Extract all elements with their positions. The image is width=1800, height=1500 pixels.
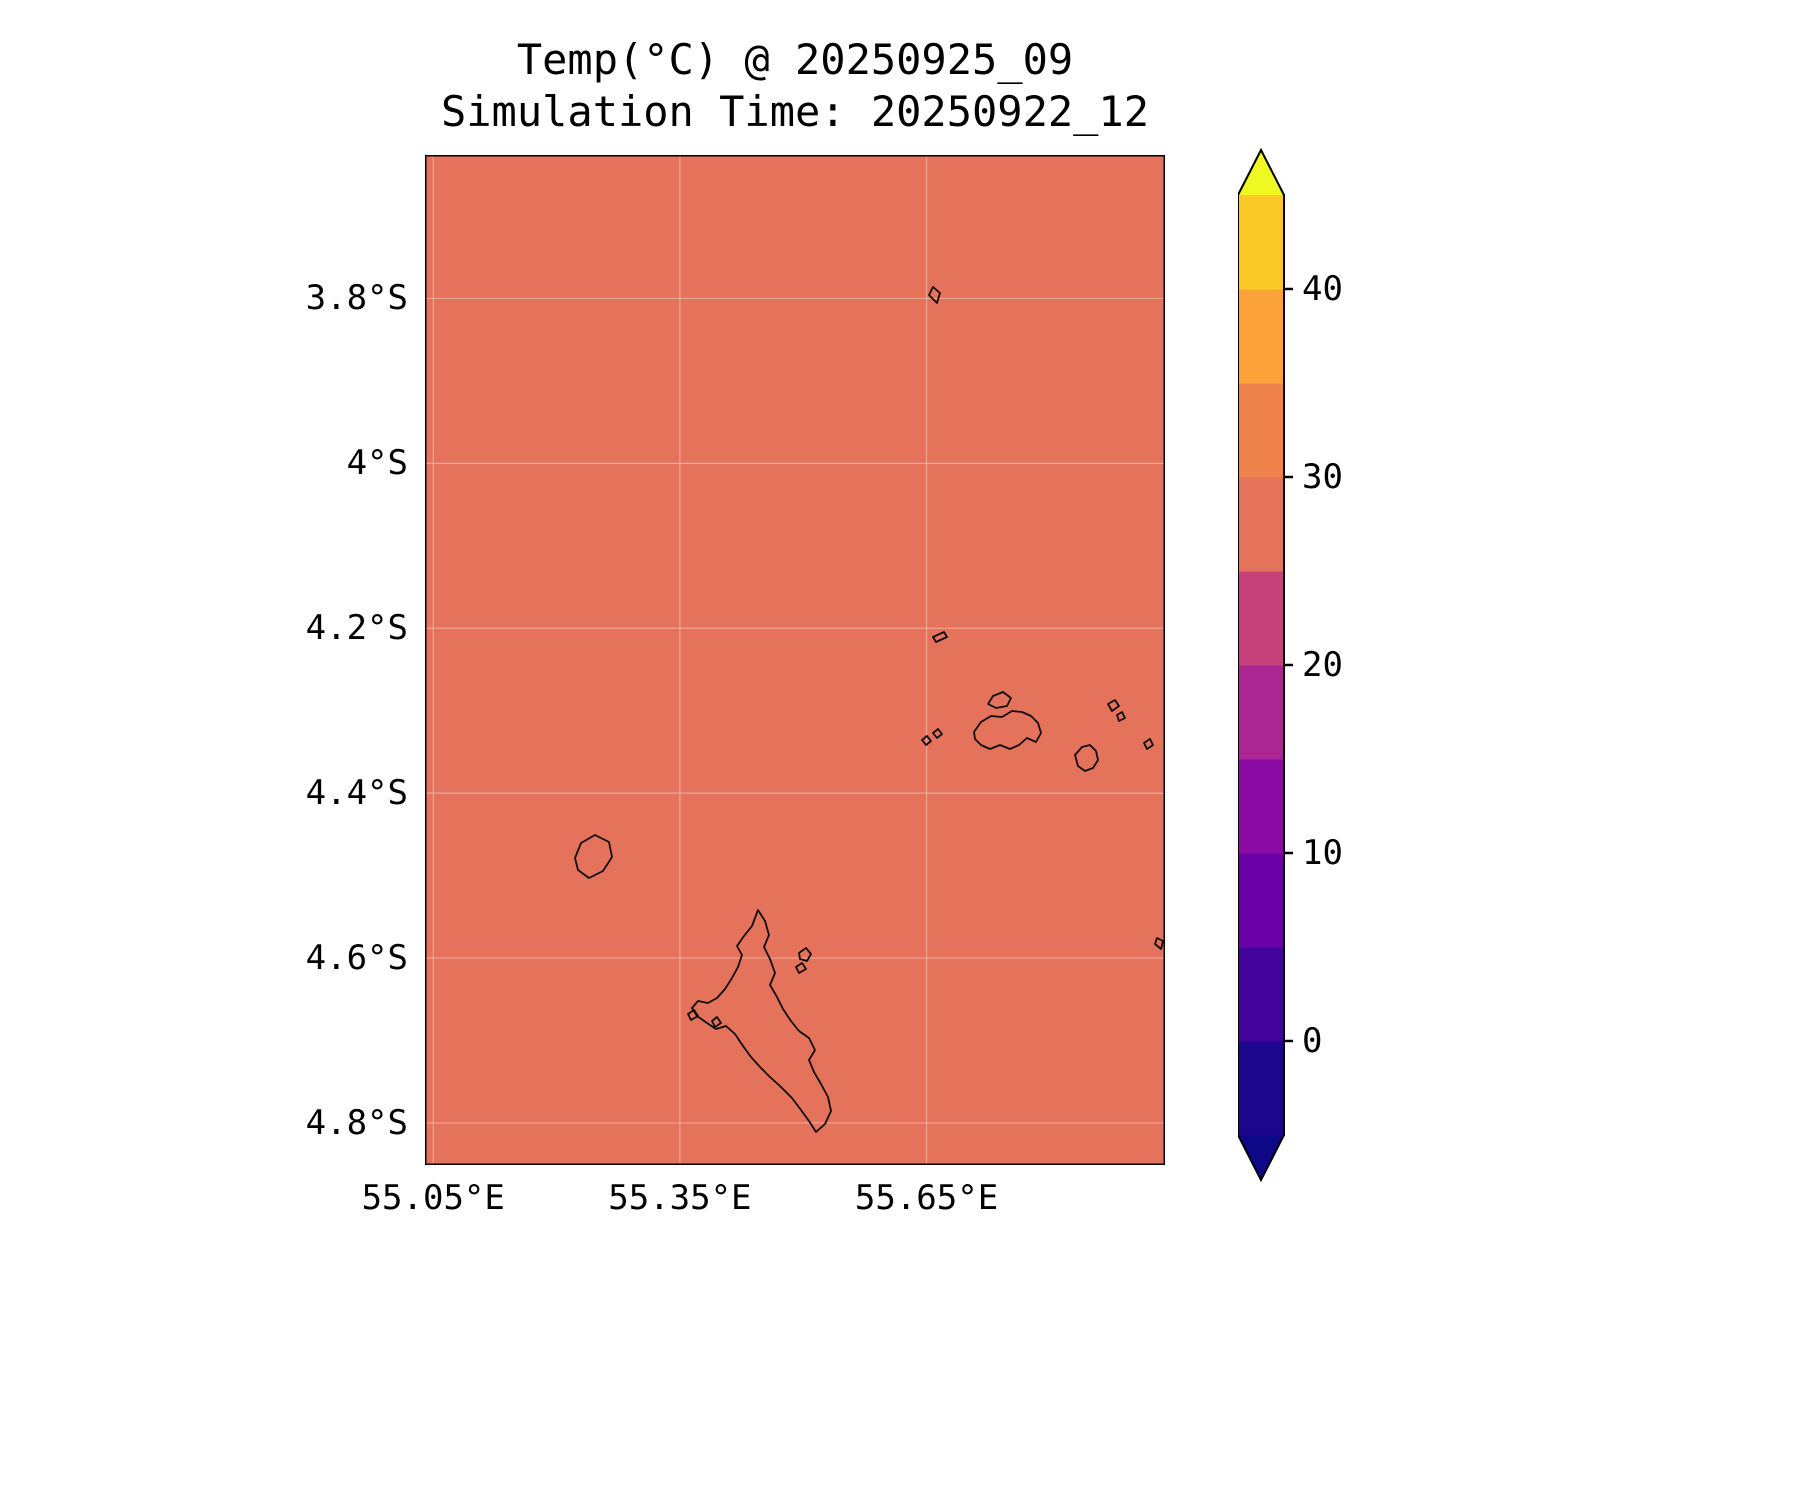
colorbar-segment: [1238, 1041, 1284, 1136]
map-axes: [423, 153, 1167, 1167]
coastline: [798, 947, 812, 962]
x-tick-label: 55.05°E: [361, 1178, 505, 1218]
x-tick-label: 55.65°E: [854, 1178, 999, 1218]
coastline: [795, 962, 807, 974]
coastline: [711, 1016, 722, 1028]
colorbar-tick-label: 10: [1302, 833, 1343, 873]
y-tick-label: 4.8°S: [305, 1102, 408, 1143]
coastline: [1116, 711, 1126, 722]
y-tick-label: 4.2°S: [305, 608, 408, 649]
coastline: [1143, 738, 1154, 750]
coastline: [687, 1009, 699, 1021]
coastline: [921, 735, 932, 746]
plot-title: Temp(°C) @ 20250925_09: [516, 35, 1074, 84]
colorbar-tick-label: 30: [1302, 457, 1343, 497]
colorbar-tick-label: 20: [1302, 645, 1343, 685]
coastline: [973, 710, 1042, 750]
colorbar-segment: [1238, 947, 1284, 1042]
colorbar-segment: [1238, 665, 1284, 760]
sea-surface-fill: [425, 155, 1165, 1165]
colorbar-segment: [1238, 477, 1284, 572]
coastline: [1074, 744, 1099, 772]
coastline: [1154, 937, 1164, 950]
colorbar-segment: [1238, 195, 1284, 290]
y-tick-label: 3.8°S: [305, 278, 408, 319]
colorbar-segment: [1238, 383, 1284, 478]
x-tick-label: 55.35°E: [608, 1178, 752, 1218]
coastline: [574, 834, 613, 879]
colorbar-tick-label: 0: [1302, 1021, 1323, 1061]
colorbar: [1238, 147, 1293, 1183]
colorbar-segment: [1238, 571, 1284, 666]
y-tick-label: 4.4°S: [305, 773, 408, 814]
coastline: [987, 691, 1012, 709]
y-tick-label: 4.6°S: [305, 938, 408, 979]
colorbar-under-arrow: [1238, 1135, 1284, 1180]
map-canvas: [423, 153, 1167, 1167]
colorbar-segment: [1238, 759, 1284, 854]
colorbar-over-arrow: [1238, 150, 1284, 195]
coastline: [932, 631, 948, 643]
colorbar-segment: [1238, 289, 1284, 384]
coastline: [932, 728, 943, 739]
colorbar-tick-label: 40: [1302, 269, 1343, 309]
coastline: [1107, 699, 1120, 712]
colorbar-segment: [1238, 853, 1284, 948]
coastline: [691, 909, 832, 1133]
title-block: Temp(°C) @ 20250925_09 Simulation Time: …: [425, 34, 1165, 138]
plot-subtitle: Simulation Time: 20250922_12: [440, 87, 1149, 136]
colorbar-outline: [1238, 147, 1285, 1183]
y-tick-label: 4°S: [346, 443, 408, 484]
coastline: [928, 286, 941, 304]
